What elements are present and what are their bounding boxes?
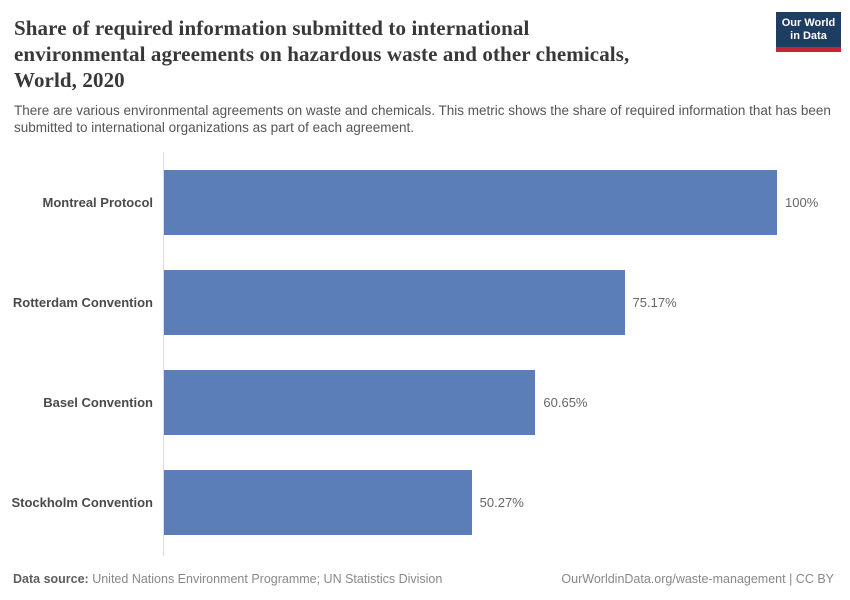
bar-rotterdam-convention[interactable] [163,269,625,335]
y-axis-line [163,152,164,556]
bar-row: Stockholm Convention 50.27% [0,452,850,552]
owid-logo: Our World in Data [776,12,841,52]
category-label: Stockholm Convention [11,494,153,510]
page-title-line: World, 2020 [14,68,125,92]
bar-montreal-protocol[interactable] [163,169,777,235]
chart-header: Share of required information submitted … [0,0,850,136]
category-label: Basel Convention [43,394,153,410]
page-title-line: Share of required information submitted … [14,16,530,40]
bar-basel-convention[interactable] [163,369,536,435]
attribution: OurWorldinData.org/waste-management | CC… [561,572,834,586]
bar-rows: Montreal Protocol 100% Rotterdam Conventio… [0,152,850,552]
bar-row: Rotterdam Convention 75.17% [0,252,850,352]
bar-row: Basel Convention 60.65% [0,352,850,452]
chart-subtitle: There are various environmental agreemen… [14,103,831,135]
bar-row: Montreal Protocol 100% [0,152,850,252]
chart-footer: Data source: United Nations Environment … [13,571,834,587]
category-label: Rotterdam Convention [12,294,153,310]
category-label: Montreal Protocol [42,194,153,210]
value-label: 75.17% [632,294,677,310]
bar-stockholm-convention[interactable] [163,469,472,535]
value-label: 50.27% [479,494,524,510]
owid-logo-text: Our World [781,16,836,29]
data-source-value: United Nations Environment Programme; UN… [88,572,443,586]
value-label: 60.65% [543,394,588,410]
bar-chart: Montreal Protocol 100% Rotterdam Conventio… [0,152,850,556]
page-title-line: environmental agreements on hazardous wa… [14,42,630,66]
value-label: 100% [785,194,819,210]
data-source-label: Data source: [13,572,89,586]
data-source: Data source: United Nations Environment … [13,571,442,587]
owid-logo-text: in Data [790,29,827,42]
page-title: Share of required information submitted … [14,15,764,93]
